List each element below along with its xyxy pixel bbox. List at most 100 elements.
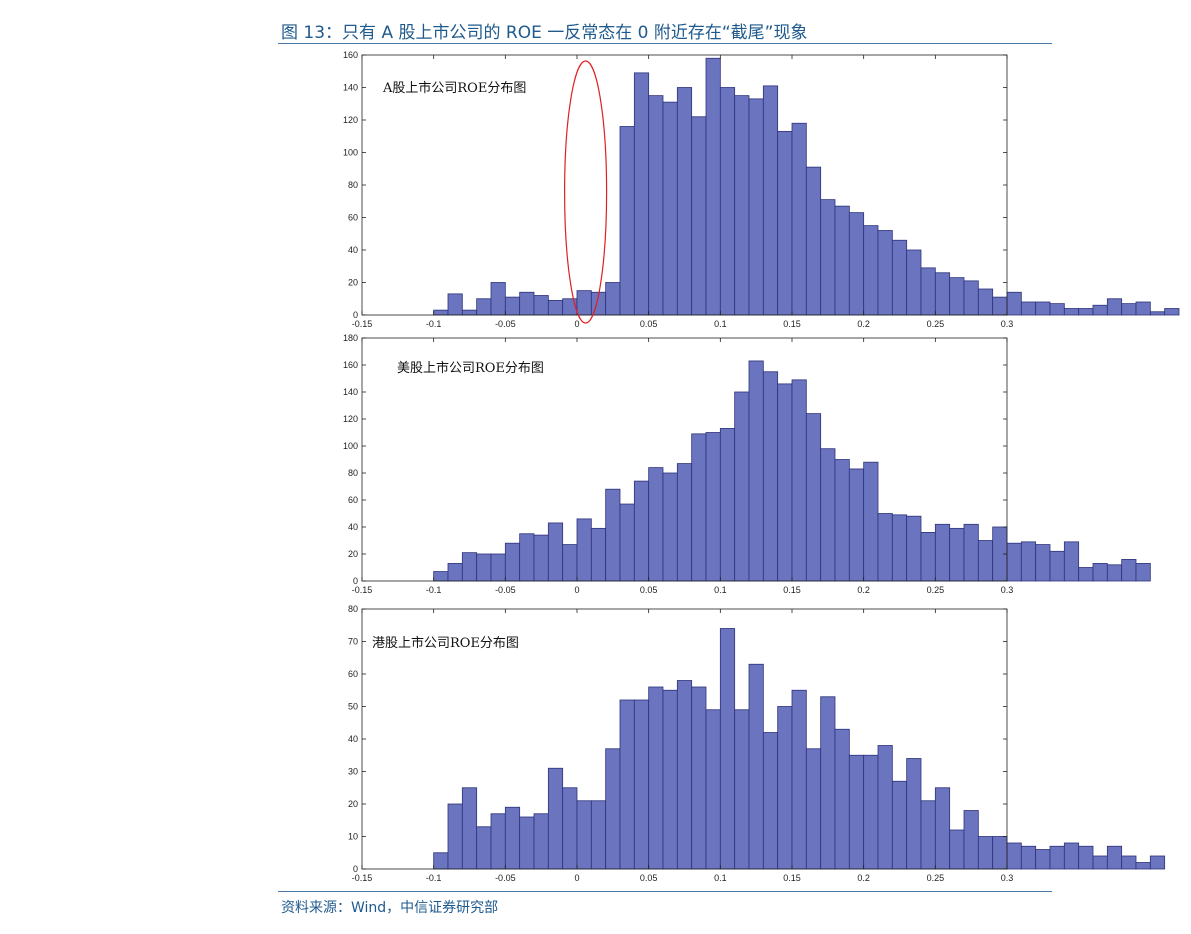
x-tick-label: 0.3 xyxy=(1001,873,1014,883)
y-tick-label: 40 xyxy=(348,734,358,744)
histogram-bar xyxy=(949,829,965,870)
histogram-bar xyxy=(791,689,807,870)
x-tick-label: 0.2 xyxy=(857,873,870,883)
x-tick-label: 0.1 xyxy=(714,873,727,883)
histogram-bar xyxy=(676,680,693,870)
histogram-bar xyxy=(576,800,592,870)
histogram-bar xyxy=(1063,541,1080,582)
y-tick-label: 0 xyxy=(353,576,358,586)
panel-label: A股上市公司ROE分布图 xyxy=(382,80,526,96)
x-tick-label: 0.15 xyxy=(783,873,801,883)
histogram-bar xyxy=(748,663,764,870)
histogram-bar xyxy=(691,686,707,870)
source-divider xyxy=(278,891,1052,892)
y-tick-label: 100 xyxy=(343,441,358,451)
histogram-bar xyxy=(992,836,1008,870)
histogram-bar xyxy=(1135,862,1151,870)
y-tick-label: 40 xyxy=(348,245,358,255)
histogram-bar xyxy=(891,780,908,870)
x-tick-label: -0.15 xyxy=(352,585,373,595)
histogram-bar xyxy=(963,810,979,870)
histogram-bar xyxy=(977,836,994,870)
y-tick-label: 20 xyxy=(348,799,358,809)
x-tick-label: -0.1 xyxy=(426,585,442,595)
x-tick-label: -0.15 xyxy=(352,873,373,883)
histogram-bar xyxy=(1121,855,1137,870)
figure-title: 图 13：只有 A 股上市公司的 ROE 一反常态在 0 附近存在“截尾”现象 xyxy=(281,23,808,43)
plot-area xyxy=(361,337,1008,582)
histogram-bar xyxy=(619,699,635,870)
y-tick-label: 10 xyxy=(348,832,358,842)
histogram-bar xyxy=(490,813,506,870)
y-tick-label: 60 xyxy=(348,669,358,679)
x-tick-label: 0.25 xyxy=(927,319,945,329)
histogram-bar xyxy=(590,800,607,870)
histogram-bar xyxy=(920,800,936,870)
x-tick-label: -0.1 xyxy=(426,319,442,329)
y-tick-label: 80 xyxy=(348,468,358,478)
x-tick-label: 0.1 xyxy=(714,585,727,595)
x-tick-label: 0.05 xyxy=(640,585,658,595)
x-tick-label: -0.05 xyxy=(495,873,516,883)
x-tick-label: 0 xyxy=(574,873,579,883)
x-tick-label: -0.15 xyxy=(352,319,373,329)
histogram-bar xyxy=(533,813,549,870)
histogram-bar xyxy=(1135,301,1151,316)
title-divider xyxy=(278,43,1052,44)
histogram-bar xyxy=(805,748,822,870)
y-tick-label: 80 xyxy=(348,180,358,190)
y-tick-label: 180 xyxy=(343,333,358,343)
y-tick-label: 160 xyxy=(343,360,358,370)
histogram-bar xyxy=(1020,845,1037,870)
histogram-bar xyxy=(906,758,922,870)
x-tick-label: 0.15 xyxy=(783,585,801,595)
y-tick-label: 140 xyxy=(343,83,358,93)
x-tick-label: 0.1 xyxy=(714,319,727,329)
histogram-bar xyxy=(662,689,678,870)
histogram-bar xyxy=(447,803,463,870)
histogram-bar xyxy=(1106,845,1123,870)
y-tick-label: 30 xyxy=(348,767,358,777)
histogram-bar xyxy=(719,628,736,870)
histogram-bar xyxy=(863,754,879,870)
panel-label: 港股上市公司ROE分布图 xyxy=(372,635,519,651)
histogram-bar xyxy=(1164,308,1180,316)
histogram-bar xyxy=(705,709,721,870)
y-tick-label: 0 xyxy=(353,310,358,320)
histogram-bar xyxy=(1063,842,1080,870)
histogram-bar xyxy=(877,745,893,870)
panel-label: 美股上市公司ROE分布图 xyxy=(397,360,544,376)
histogram-bar xyxy=(476,826,492,870)
y-tick-label: 50 xyxy=(348,702,358,712)
source-note: 资料来源：Wind，中信证券研究部 xyxy=(281,900,499,916)
histogram-bar xyxy=(1149,855,1166,870)
y-tick-label: 60 xyxy=(348,213,358,223)
y-tick-label: 60 xyxy=(348,495,358,505)
x-tick-label: 0.25 xyxy=(927,873,945,883)
histogram-bar xyxy=(848,754,865,870)
histogram-bar xyxy=(734,709,750,870)
histogram-bar xyxy=(777,706,793,870)
histogram-bar xyxy=(934,787,951,870)
histogram-bar xyxy=(605,748,621,870)
y-tick-label: 160 xyxy=(343,50,358,60)
x-tick-label: 0.2 xyxy=(857,585,870,595)
histogram-bar xyxy=(562,787,578,870)
x-tick-label: 0.05 xyxy=(640,319,658,329)
x-tick-label: 0.25 xyxy=(927,585,945,595)
x-tick-label: 0 xyxy=(574,585,579,595)
y-tick-label: 80 xyxy=(348,604,358,614)
y-tick-label: 70 xyxy=(348,637,358,647)
x-tick-label: 0.3 xyxy=(1001,585,1014,595)
y-tick-label: 20 xyxy=(348,278,358,288)
y-tick-label: 0 xyxy=(353,864,358,874)
y-tick-label: 40 xyxy=(348,522,358,532)
x-tick-label: 0.15 xyxy=(783,319,801,329)
histogram-bar xyxy=(1006,842,1022,870)
y-tick-label: 120 xyxy=(343,414,358,424)
histogram-bar xyxy=(519,816,535,870)
x-tick-label: -0.05 xyxy=(495,319,516,329)
histogram-bar xyxy=(834,728,850,870)
y-tick-label: 20 xyxy=(348,549,358,559)
